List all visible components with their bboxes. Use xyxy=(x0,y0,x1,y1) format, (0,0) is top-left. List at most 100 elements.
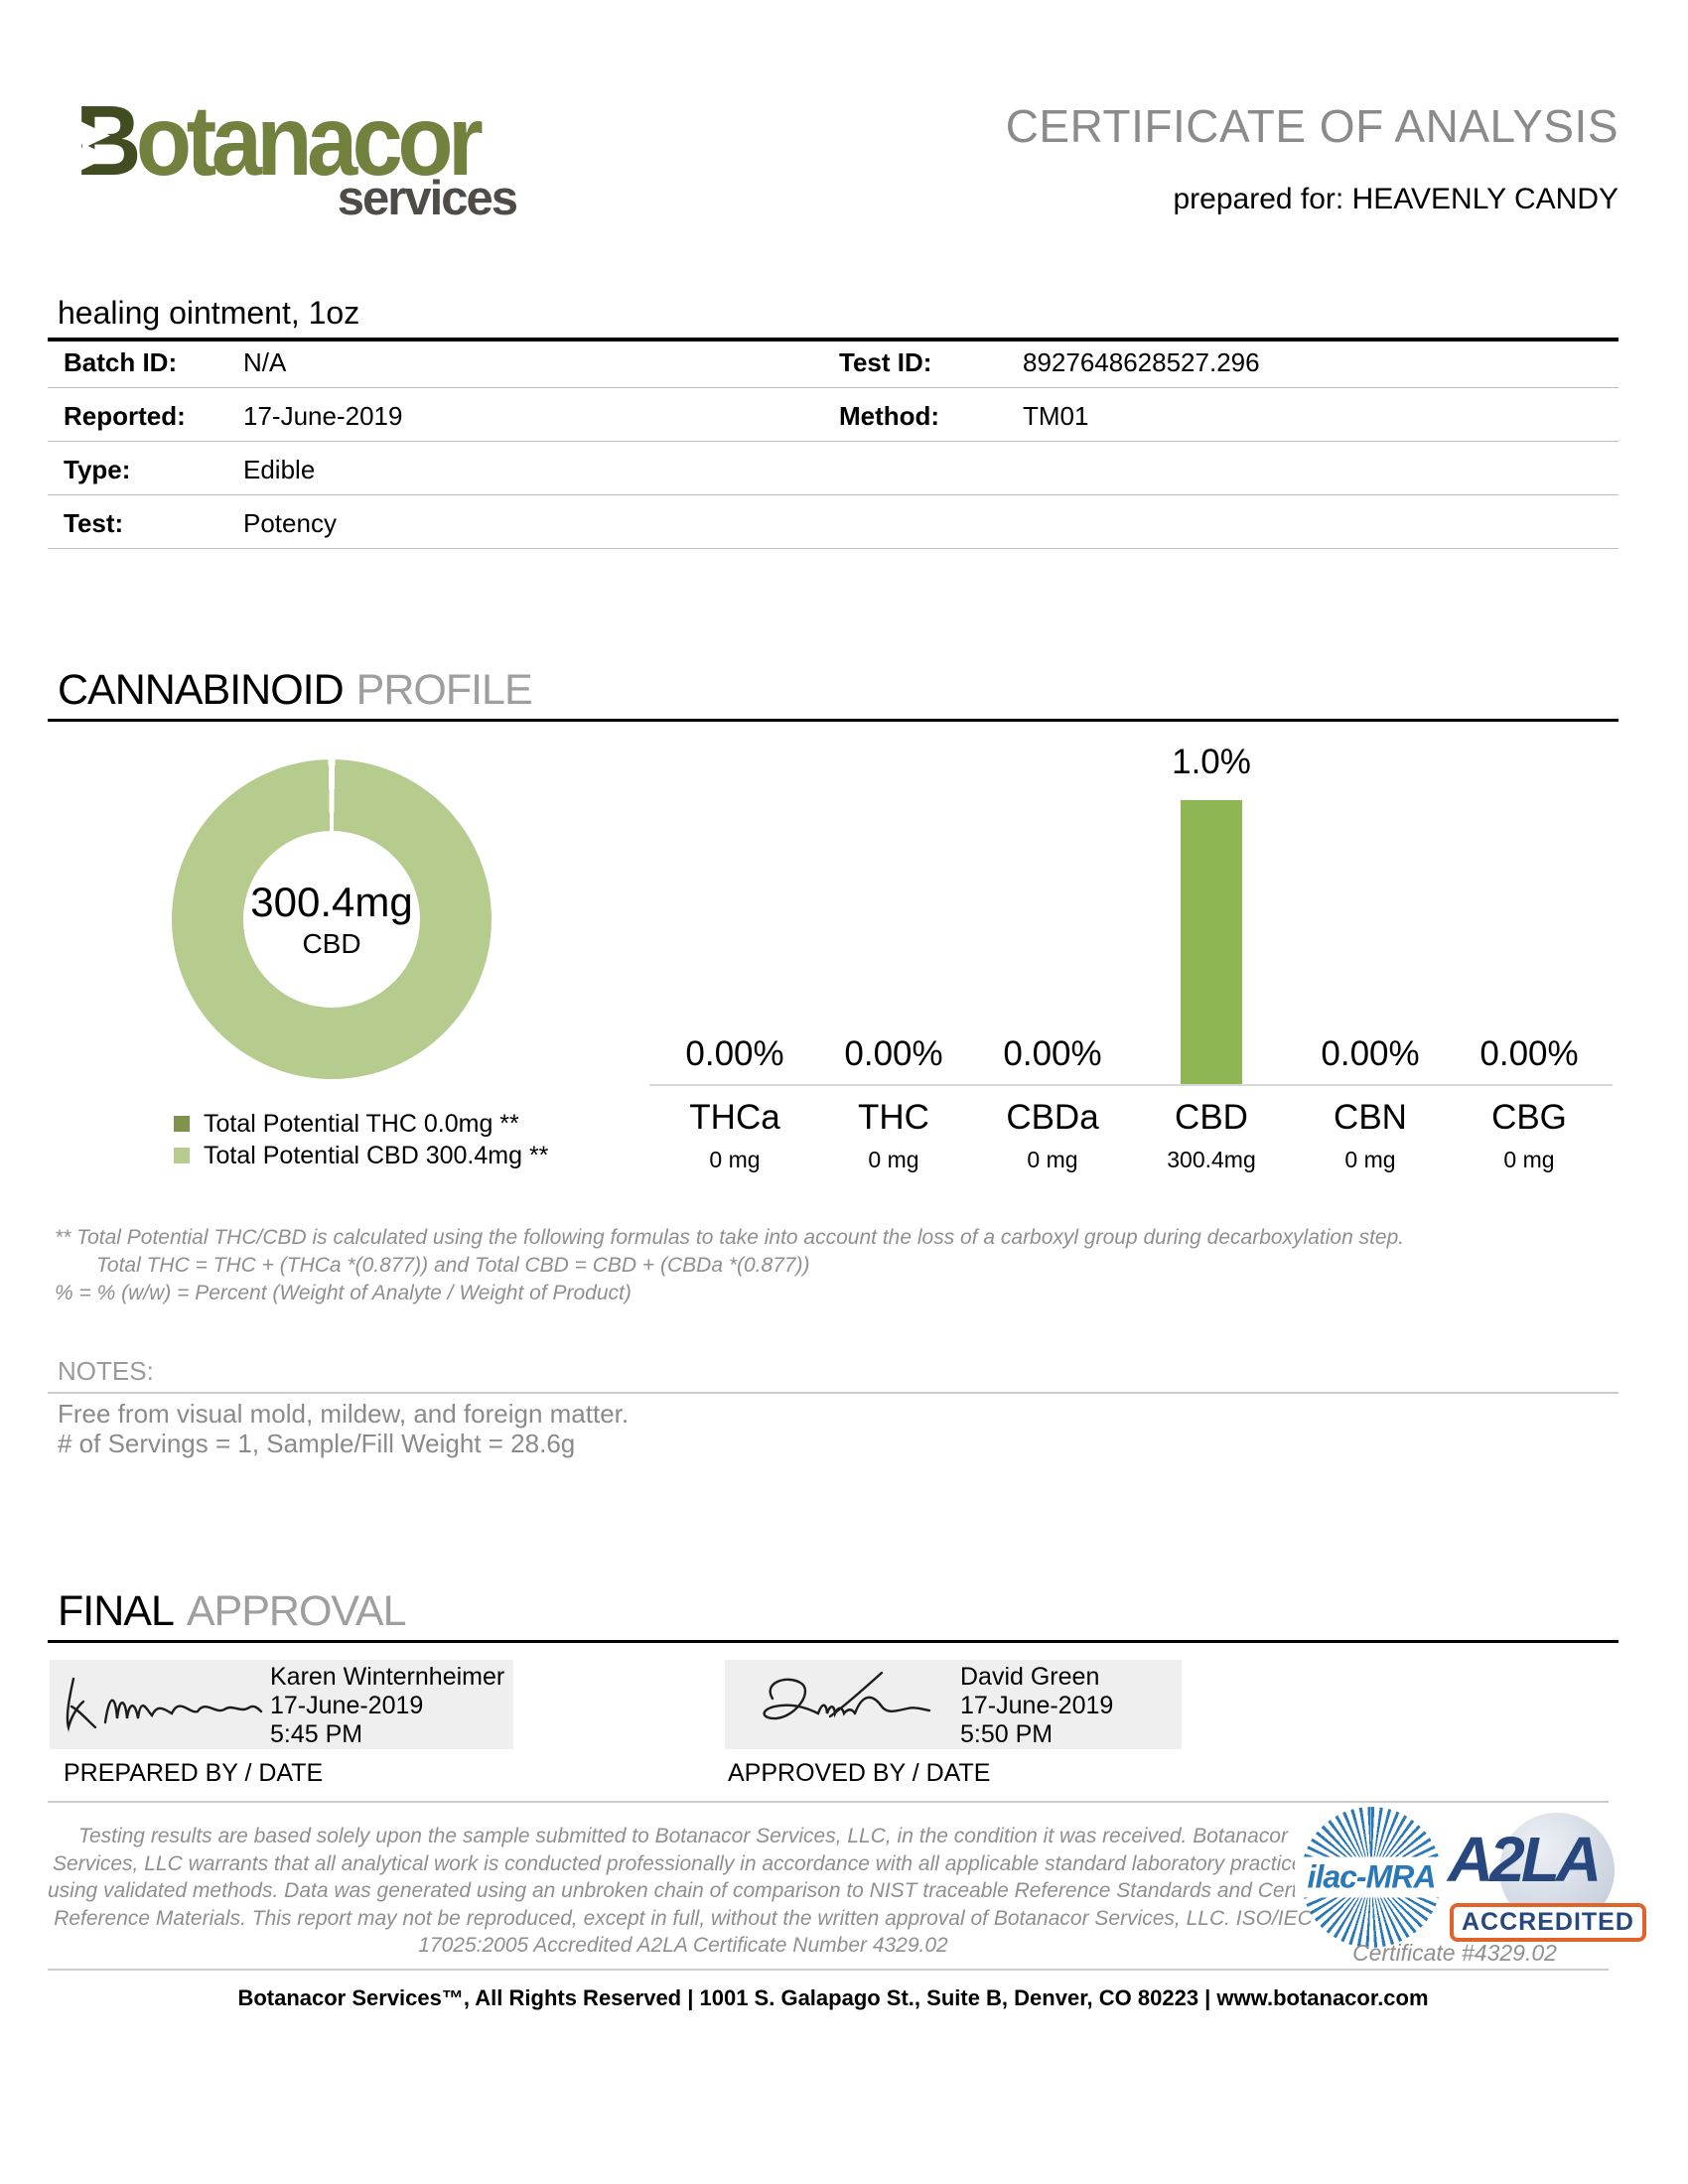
ilac-mra-logo: ilac-MRA xyxy=(1295,1807,1448,1948)
footer-text: Botanacor Services™, All Rights Reserved… xyxy=(237,1985,1429,2010)
field-value: Potency xyxy=(243,508,337,538)
footnote-line: ** Total Potential THC/CBD is calculated… xyxy=(55,1226,1405,1249)
cbd-bar xyxy=(1181,800,1242,1084)
cannabinoid-bar-chart: 0.00% THCa 0 mg 0.00% THC 0 mg 0.00% CBD… xyxy=(649,735,1613,1186)
prepared-signature-text: Karen Winternheimer 17-June-2019 5:45 PM xyxy=(270,1663,504,1749)
accredited-badge: ACCREDITED xyxy=(1450,1903,1646,1942)
disclaimer-line: 17025:2005 Accredited A2LA Certificate N… xyxy=(418,1934,948,1957)
disclaimer-line: Testing results are based solely upon th… xyxy=(78,1825,1288,1847)
field-value: 17-June-2019 xyxy=(243,401,403,431)
donut-center-value: 300.4mg xyxy=(250,879,413,925)
approved-caption: APPROVED BY / DATE xyxy=(728,1759,991,1787)
legend-item-cbd: Total Potential CBD 300.4mg ** xyxy=(174,1140,548,1171)
certificate-title: CERTIFICATE OF ANALYSIS xyxy=(1005,100,1618,152)
legend-label: Total Potential CBD 300.4mg ** xyxy=(204,1141,549,1169)
bar-column-cbda: 0.00% CBDa 0 mg xyxy=(973,735,1132,1186)
bar-value-label: 0.00% xyxy=(1321,1034,1420,1073)
bar-category-label: CBN xyxy=(1334,1098,1407,1137)
bar-category-label: CBD xyxy=(1175,1098,1248,1137)
info-row-batch: Batch ID: N/A Test ID: 8927648628527.296 xyxy=(48,335,1618,388)
bar-value-label: 0.00% xyxy=(1479,1034,1579,1073)
approved-time: 5:50 PM xyxy=(960,1720,1054,1748)
field-label: Test ID: xyxy=(839,347,932,377)
donut-center-label: CBD xyxy=(302,928,361,959)
prepared-caption: PREPARED BY / DATE xyxy=(64,1759,324,1787)
disclaimer-line: Services, LLC warrants that all analytic… xyxy=(53,1851,1314,1875)
disclaimer-text: Testing results are based solely upon th… xyxy=(48,1823,1336,1960)
legend-label: Total Potential THC 0.0mg ** xyxy=(204,1109,519,1138)
bar-mg-label: 0 mg xyxy=(709,1147,761,1172)
field-label: Reported: xyxy=(64,401,186,431)
field-label: Type: xyxy=(64,455,131,484)
bar-category-label: THCa xyxy=(689,1098,780,1137)
field-label: Batch ID: xyxy=(64,347,178,377)
cbd-donut-chart: 300.4mg CBD xyxy=(172,759,492,1079)
field-value: N/A xyxy=(243,347,287,377)
prepared-signature xyxy=(66,1677,263,1732)
notes-section: NOTES: Free from visual mold, mildew, an… xyxy=(48,1356,1618,1458)
donut-legend: Total Potential THC 0.0mg ** Total Poten… xyxy=(174,1108,548,1171)
bar-mg-label: 300.4mg xyxy=(1167,1147,1256,1172)
info-row-test: Test: Potency xyxy=(48,495,1618,549)
thc-swatch-icon xyxy=(174,1116,190,1132)
bar-chart-baseline xyxy=(649,1084,1613,1086)
calculation-footnotes: ** Total Potential THC/CBD is calculated… xyxy=(55,1224,1404,1307)
bar-column-thc: 0.00% THC 0 mg xyxy=(814,735,973,1186)
legend-item-thc: Total Potential THC 0.0mg ** xyxy=(174,1108,548,1140)
prepared-date: 17-June-2019 xyxy=(270,1692,424,1719)
disclaimer-line: using validated methods. Data was genera… xyxy=(48,1879,1336,1902)
notes-body: Free from visual mold, mildew, and forei… xyxy=(48,1399,1618,1458)
bar-mg-label: 0 mg xyxy=(1503,1147,1555,1172)
certificate-number: Certificate #4329.02 xyxy=(1352,1940,1557,1966)
bar-mg-label: 0 mg xyxy=(1344,1147,1396,1172)
donut-center: 300.4mg CBD xyxy=(243,831,420,1008)
approved-signature-block: David Green 17-June-2019 5:50 PM xyxy=(725,1660,1182,1749)
bar-column-cbd: 1.0% CBD 300.4mg xyxy=(1132,735,1291,1186)
cbd-swatch-icon xyxy=(174,1148,190,1163)
prepared-signature-block: Karen Winternheimer 17-June-2019 5:45 PM xyxy=(50,1660,513,1749)
notes-line: Free from visual mold, mildew, and forei… xyxy=(58,1399,630,1429)
bar-value-label: 1.0% xyxy=(1172,743,1251,781)
a2la-logo: A2LA ACCREDITED xyxy=(1448,1813,1646,1948)
bar-column-thca: 0.00% THCa 0 mg xyxy=(655,735,814,1186)
field-value: Edible xyxy=(243,455,316,484)
logo-services-text: services xyxy=(337,172,518,225)
prepared-time: 5:45 PM xyxy=(270,1720,363,1748)
approved-signature xyxy=(763,1671,931,1720)
cannabinoid-profile-title: CANNABINOID PROFILE xyxy=(48,667,1618,722)
divider-line xyxy=(48,1969,1609,1971)
footnote-line: % = % (w/w) = Percent (Weight of Analyte… xyxy=(55,1282,632,1304)
bar-value-label: 0.00% xyxy=(844,1034,943,1073)
bar-category-label: CBDa xyxy=(1006,1098,1099,1137)
bar-value-label: 0.00% xyxy=(1003,1034,1102,1073)
disclaimer-line: Reference Materials. This report may not… xyxy=(54,1906,1313,1930)
approved-signature-text: David Green 17-June-2019 5:50 PM xyxy=(960,1663,1113,1749)
notes-title: NOTES: xyxy=(48,1356,1618,1394)
bar-mg-label: 0 mg xyxy=(1027,1147,1078,1172)
final-approval-title: FINAL APPROVAL xyxy=(48,1588,1618,1643)
field-label: Test: xyxy=(64,508,124,538)
bar-column-cbn: 0.00% CBN 0 mg xyxy=(1291,735,1450,1186)
field-label: Method: xyxy=(839,401,940,431)
footnote-line: Total THC = THC + (THCa *(0.877)) and To… xyxy=(96,1254,810,1277)
ilac-mra-label: ilac-MRA xyxy=(1295,1856,1448,1898)
bar-category-label: CBG xyxy=(1491,1098,1567,1137)
bar-value-label: 0.00% xyxy=(685,1034,784,1073)
bar-column-cbg: 0.00% CBG 0 mg xyxy=(1450,735,1609,1186)
field-value: TM01 xyxy=(1023,401,1089,431)
prepared-name: Karen Winternheimer xyxy=(270,1663,505,1691)
bar-category-label: THC xyxy=(858,1098,929,1137)
info-row-reported: Reported: 17-June-2019 Method: TM01 xyxy=(48,388,1618,442)
approved-date: 17-June-2019 xyxy=(960,1692,1114,1719)
a2la-wordmark: A2LA xyxy=(1448,1824,1602,1895)
divider-line xyxy=(48,1801,1609,1803)
info-row-type: Type: Edible xyxy=(48,442,1618,495)
field-value: 8927648628527.296 xyxy=(1023,347,1260,377)
prepared-for-text: prepared for: HEAVENLY CANDY xyxy=(1173,183,1618,215)
product-name: healing ointment, 1oz xyxy=(48,295,1618,341)
notes-line: # of Servings = 1, Sample/Fill Weight = … xyxy=(58,1429,576,1458)
bar-mg-label: 0 mg xyxy=(868,1147,919,1172)
